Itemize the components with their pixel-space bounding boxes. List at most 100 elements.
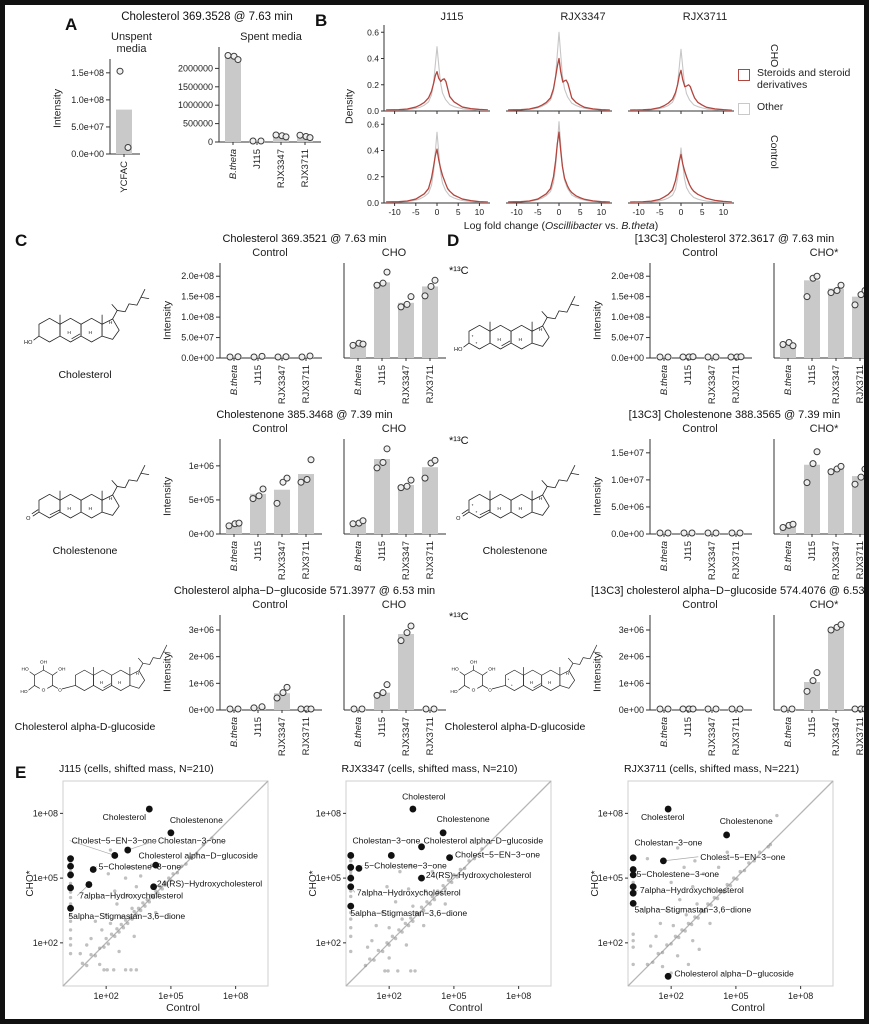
facet-title: Control xyxy=(682,247,718,259)
svg-text:J115: J115 xyxy=(253,541,264,561)
facet-title: Control xyxy=(682,423,718,435)
scatter-title-rjx3711: RJX3711 (cells, shifted mass, N=221) xyxy=(624,763,800,775)
svg-text:O: O xyxy=(42,688,46,694)
density-svg: -10 -5 0 5 10 xyxy=(628,147,734,217)
svg-text:Cholestenone: Cholestenone xyxy=(720,816,773,826)
svg-text:Cholest−5−EN−3−one: Cholest−5−EN−3−one xyxy=(72,836,157,846)
panel-c-rows: H H H HO Cholesterol Cholesterol 369.3521 @ 7… xyxy=(9,229,446,757)
structure-caption: Cholestenone xyxy=(482,545,548,557)
svg-text:B.theta: B.theta xyxy=(783,365,794,395)
bar-chart-svg: 0.0e+00 5.0e+07 1.0e+08 1.5e+08 2.0e+08 B.the… xyxy=(611,263,752,404)
panel-b-grid: J115 RJX3347 RJX3711 0.0 0.2 0.4 0.6 0.0 0.2… xyxy=(356,11,766,232)
svg-text:HO: HO xyxy=(20,689,27,695)
svg-text:Cholestan−3−one: Cholestan−3−one xyxy=(634,838,702,848)
svg-text:RJX3711: RJX3711 xyxy=(425,717,436,755)
svg-text:RJX3347: RJX3347 xyxy=(277,365,288,404)
compound-row: H H H O OH HO OH HO O Cholesterol alpha-D-glucosi… xyxy=(9,581,446,757)
svg-text:0.4: 0.4 xyxy=(367,54,379,64)
svg-text:1000000: 1000000 xyxy=(178,100,213,110)
svg-text:1.5e+08: 1.5e+08 xyxy=(71,68,104,78)
svg-text:10: 10 xyxy=(475,207,485,217)
svg-text:B.theta: B.theta xyxy=(659,365,670,395)
svg-text:0e+00: 0e+00 xyxy=(619,705,644,715)
facet-title: CHO xyxy=(381,599,407,611)
structure-cholesterol: H H H HO * * *¹³C xyxy=(439,229,591,405)
scatter-svg: 1e+02 1e+02 1e+05 1e+05 1e+08 1e+08 CHO* Choles… xyxy=(25,780,269,1001)
svg-text:1e+05: 1e+05 xyxy=(158,991,183,1001)
svg-text:7alpha−Hydroxycholesterol: 7alpha−Hydroxycholesterol xyxy=(79,891,183,901)
svg-text:2.0e+08: 2.0e+08 xyxy=(611,271,644,281)
facet-title: CHO xyxy=(381,247,407,259)
intensity-ylabel: Intensity xyxy=(591,652,604,692)
compound-charts: [13C3] Cholestenone 388.3565 @ 7.39 min I… xyxy=(591,405,864,581)
panel-a-charts: Intensity Unspent media 0.0e+00 5.0e+07 1.… xyxy=(51,31,323,216)
svg-text:500000: 500000 xyxy=(183,119,213,129)
svg-text:1e+05: 1e+05 xyxy=(598,873,623,883)
scatter-svg: 1e+02 1e+02 1e+05 1e+05 1e+08 1e+08 CHO* Choles… xyxy=(590,780,834,1001)
facet-cho-star: CHO* B.theta J115 RJX3347 RJX3711 xyxy=(762,423,864,596)
density-j115-control: 0.0 0.2 0.4 0.6 -10 -5 0 5 10 xyxy=(356,115,498,219)
svg-text:1e+06: 1e+06 xyxy=(619,678,644,688)
svg-text:RJX3347: RJX3347 xyxy=(276,149,287,188)
compound-row: H H H HO Cholesterol Cholesterol 369.3521 @ 7… xyxy=(9,229,446,405)
svg-text:0: 0 xyxy=(435,207,440,217)
compound-row: H H H O * * *¹³C Cholestenone [13C3] Cholestenon… xyxy=(439,405,864,581)
svg-text:-5: -5 xyxy=(534,207,542,217)
legend-swatch-other xyxy=(738,103,750,115)
bar-chart-svg: 0.0e+00 5.0e+07 1.0e+08 1.5e+08 YCFAC xyxy=(71,59,140,193)
panel-b-xlabel: Log fold change (Oscillibacter vs. B.the… xyxy=(356,220,766,232)
svg-text:Cholesterol alpha−D−glucoside: Cholesterol alpha−D−glucoside xyxy=(139,851,259,861)
svg-text:1.0e+07: 1.0e+07 xyxy=(611,475,644,485)
bar-chart: 0e+00 1e+06 2e+06 3e+06 B.theta J115 RJX3347 RJ… xyxy=(174,612,324,772)
density-rjx3711-cho xyxy=(620,23,742,115)
legend-swatch-steroids xyxy=(738,69,750,81)
svg-text:H: H xyxy=(67,506,71,512)
svg-text:RJX3711: RJX3711 xyxy=(731,717,742,755)
svg-text:J115: J115 xyxy=(807,717,818,737)
svg-text:0.6: 0.6 xyxy=(367,119,379,129)
svg-text:Cholesterol: Cholesterol xyxy=(641,812,685,822)
structure-svg: H H H HO xyxy=(24,288,150,346)
scatter-chart-rjx3347: 1e+02 1e+02 1e+05 1e+05 1e+08 1e+08 CHO* Choles… xyxy=(306,777,586,1002)
svg-text:Cholestan−3−one: Cholestan−3−one xyxy=(352,836,420,846)
svg-text:1e+08: 1e+08 xyxy=(598,808,623,818)
panel-b-row-control: 0.0 0.2 0.4 0.6 -10 -5 0 5 10 -10 -5 0 5 10 -10 -5 0 5 1… xyxy=(356,115,766,219)
legend-label-steroids: Steroids and steroid derivatives xyxy=(757,67,851,91)
scatter-chart-rjx3711: 1e+02 1e+02 1e+05 1e+05 1e+08 1e+08 CHO* Choles… xyxy=(588,777,864,1002)
svg-text:3e+06: 3e+06 xyxy=(619,625,644,635)
scatter-xlabel-rjx3347: Control xyxy=(448,1002,483,1014)
structure-caption: Cholesterol xyxy=(58,369,112,381)
density-svg: 0.0 0.2 0.4 0.6 xyxy=(367,25,490,116)
bar-chart-svg: B.theta J115 RJX3347 RJX3711 xyxy=(773,615,864,756)
svg-text:RJX3711: RJX3711 xyxy=(425,365,436,403)
svg-text:1.5e+08: 1.5e+08 xyxy=(611,292,644,302)
svg-text:OH: OH xyxy=(58,667,66,673)
panel-a-label: A xyxy=(65,15,78,34)
facet-title-unspent: Unspent media xyxy=(111,31,152,55)
svg-text:CHO*: CHO* xyxy=(308,870,319,896)
svg-text:3e+06: 3e+06 xyxy=(189,625,214,635)
facet-cho: CHO B.theta J115 RJX3347 RJX3711 xyxy=(332,247,448,420)
svg-text:0e+00: 0e+00 xyxy=(189,529,214,539)
svg-text:0: 0 xyxy=(208,137,213,147)
facet-cho-star: CHO* B.theta J115 RJX3347 RJX3711 xyxy=(762,599,864,772)
panel-c: C H H H HO Cholesterol Cholesterol 369.3521 @… xyxy=(9,229,446,761)
legend-label-other: Other xyxy=(757,101,784,113)
svg-text:HO: HO xyxy=(454,347,463,353)
scatter-title-rjx3347: RJX3347 (cells, shifted mass, N=210) xyxy=(341,763,518,775)
c13-label: *¹³C xyxy=(449,435,469,447)
structure-caption: Cholestenone xyxy=(52,545,118,557)
xlabel-vs: vs. xyxy=(602,220,622,232)
svg-text:H: H xyxy=(497,337,501,343)
svg-text:B.theta: B.theta xyxy=(229,365,240,395)
svg-text:*: * xyxy=(508,677,510,682)
svg-text:H: H xyxy=(518,337,522,343)
intensity-ylabel: Intensity xyxy=(591,300,604,340)
svg-text:*: * xyxy=(511,683,513,688)
svg-text:5.0e+06: 5.0e+06 xyxy=(611,502,644,512)
col-title-rjx3347: RJX3347 xyxy=(560,11,606,23)
svg-text:1e+02: 1e+02 xyxy=(94,991,119,1001)
svg-text:1e+05: 1e+05 xyxy=(315,873,340,883)
svg-text:24(RS)−Hydroxycholesterol: 24(RS)−Hydroxycholesterol xyxy=(425,870,530,880)
svg-text:Cholest−5−EN−3−one: Cholest−5−EN−3−one xyxy=(700,852,785,862)
